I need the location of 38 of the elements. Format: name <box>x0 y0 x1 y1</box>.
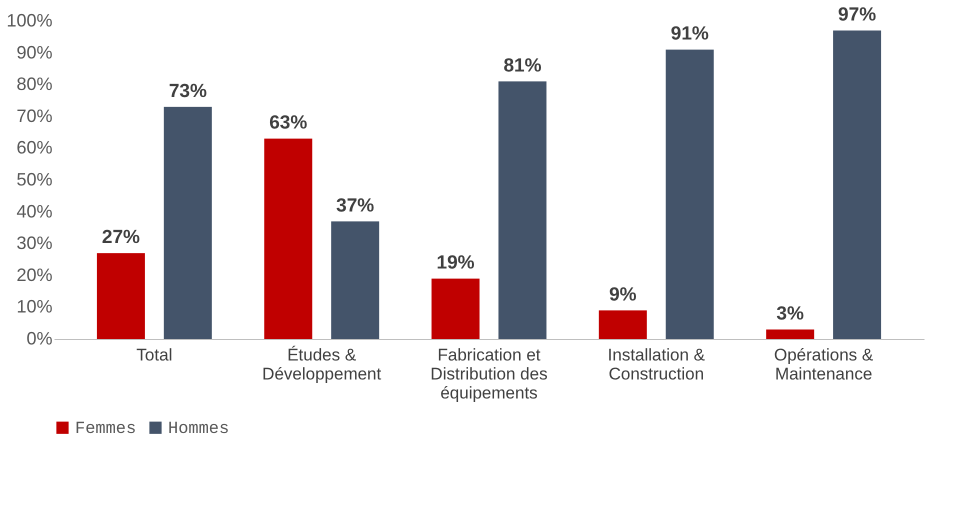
y-tick-label: 10% <box>16 296 52 317</box>
y-tick-label: 90% <box>16 42 52 62</box>
y-tick-label: 20% <box>16 264 52 285</box>
x-tick-label: Opérations & Maintenance <box>774 346 874 384</box>
y-tick-label: 0% <box>26 328 52 348</box>
bar <box>331 221 380 339</box>
data-label: 91% <box>670 24 709 45</box>
data-label: 73% <box>168 80 207 102</box>
data-label: 97% <box>838 4 876 26</box>
bar <box>766 329 814 339</box>
data-label: 81% <box>503 55 542 76</box>
y-tick-label: 80% <box>16 74 52 94</box>
y-tick-label: 40% <box>16 201 52 222</box>
bar <box>666 50 714 339</box>
bar <box>432 278 480 339</box>
data-label: 37% <box>336 195 374 216</box>
data-label: 27% <box>102 227 140 248</box>
bar <box>96 253 145 339</box>
y-tick-label: 30% <box>16 233 52 254</box>
data-label: 19% <box>436 252 475 274</box>
x-tick-label: Total <box>136 346 172 364</box>
y-tick-label: 50% <box>16 170 52 190</box>
bar <box>598 310 647 339</box>
data-label: 63% <box>269 112 308 134</box>
y-tick-label: 60% <box>16 138 52 158</box>
legend-label: Femmes <box>75 420 136 439</box>
x-tick-label: Études & Développement <box>262 346 382 384</box>
bar <box>833 30 882 339</box>
bar <box>498 81 546 339</box>
x-tick-label: Installation & Construction <box>608 346 706 384</box>
bar <box>164 106 212 339</box>
x-tick-label: Fabrication et Distribution des équipements <box>430 346 548 402</box>
data-label: 9% <box>609 284 637 306</box>
legend-label: Hommes <box>168 420 230 439</box>
y-tick-label: 70% <box>16 106 52 126</box>
bar <box>264 138 312 339</box>
y-tick-label: 100% <box>6 10 52 30</box>
data-label: 3% <box>776 303 804 324</box>
